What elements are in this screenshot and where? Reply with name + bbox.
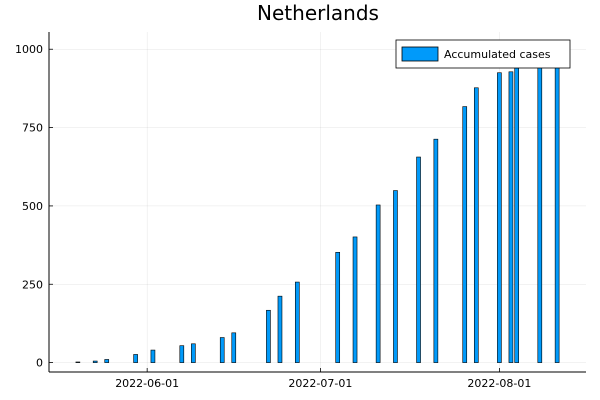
x-tick-label: 2022-06-01 bbox=[115, 377, 179, 390]
x-tick-label: 2022-08-01 bbox=[467, 377, 531, 390]
bar bbox=[219, 337, 225, 363]
bar bbox=[473, 87, 479, 363]
bar bbox=[150, 349, 156, 363]
bar bbox=[352, 236, 358, 363]
bar bbox=[393, 190, 398, 363]
y-tick-label: 1000 bbox=[15, 43, 43, 56]
bar bbox=[433, 138, 439, 363]
bar bbox=[462, 106, 468, 363]
y-tick-label: 250 bbox=[22, 278, 43, 291]
y-tick-label: 750 bbox=[22, 122, 43, 135]
bar bbox=[133, 354, 138, 363]
bar bbox=[104, 359, 110, 363]
bar bbox=[554, 41, 560, 363]
bars-layer bbox=[75, 41, 560, 363]
bar bbox=[375, 204, 381, 363]
y-tick-label: 0 bbox=[36, 357, 43, 370]
bar bbox=[497, 72, 502, 363]
bar bbox=[335, 251, 341, 363]
bar bbox=[514, 67, 520, 363]
legend-label: Accumulated cases bbox=[444, 48, 551, 61]
axes-layer: 0 250 500 750 1000 2022-06-01 2022-07-01 2022-0… bbox=[15, 32, 586, 390]
chart-title: Netherlands bbox=[257, 1, 379, 25]
bar bbox=[416, 156, 421, 363]
bar bbox=[294, 281, 300, 363]
bar bbox=[191, 343, 196, 363]
bar bbox=[92, 360, 98, 363]
bar bbox=[537, 61, 543, 363]
bar bbox=[508, 71, 514, 363]
y-tick-label: 500 bbox=[22, 200, 43, 213]
bar bbox=[179, 345, 185, 363]
bar bbox=[266, 309, 271, 363]
bar bbox=[231, 332, 237, 363]
x-tick-label: 2022-07-01 bbox=[288, 377, 352, 390]
bar bbox=[75, 361, 81, 363]
legend-swatch bbox=[401, 46, 439, 62]
legend: Accumulated cases bbox=[395, 39, 571, 69]
bar bbox=[277, 295, 283, 363]
